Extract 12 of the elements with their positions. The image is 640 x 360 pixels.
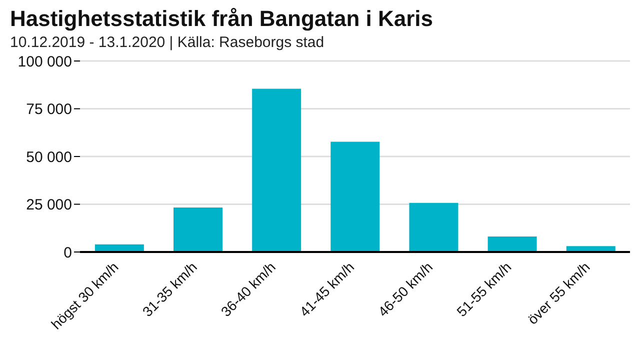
bar xyxy=(252,88,302,252)
bar xyxy=(409,202,458,252)
chart-subtitle: 10.12.2019 - 13.1.2020 | Källa: Raseborgs stad xyxy=(10,34,326,51)
y-tick-label: 50 000 xyxy=(26,148,72,166)
bar xyxy=(174,207,222,252)
y-tick-label: 100 000 xyxy=(18,53,72,70)
bar xyxy=(330,142,380,252)
y-tick-label: 0 xyxy=(64,244,72,262)
y-tick-label: 75 000 xyxy=(26,101,72,118)
bar xyxy=(488,236,537,252)
y-tick-label: 25 000 xyxy=(26,196,72,214)
chart-title: Hastighetsstatistik från Bangatan i Karis xyxy=(10,6,434,32)
